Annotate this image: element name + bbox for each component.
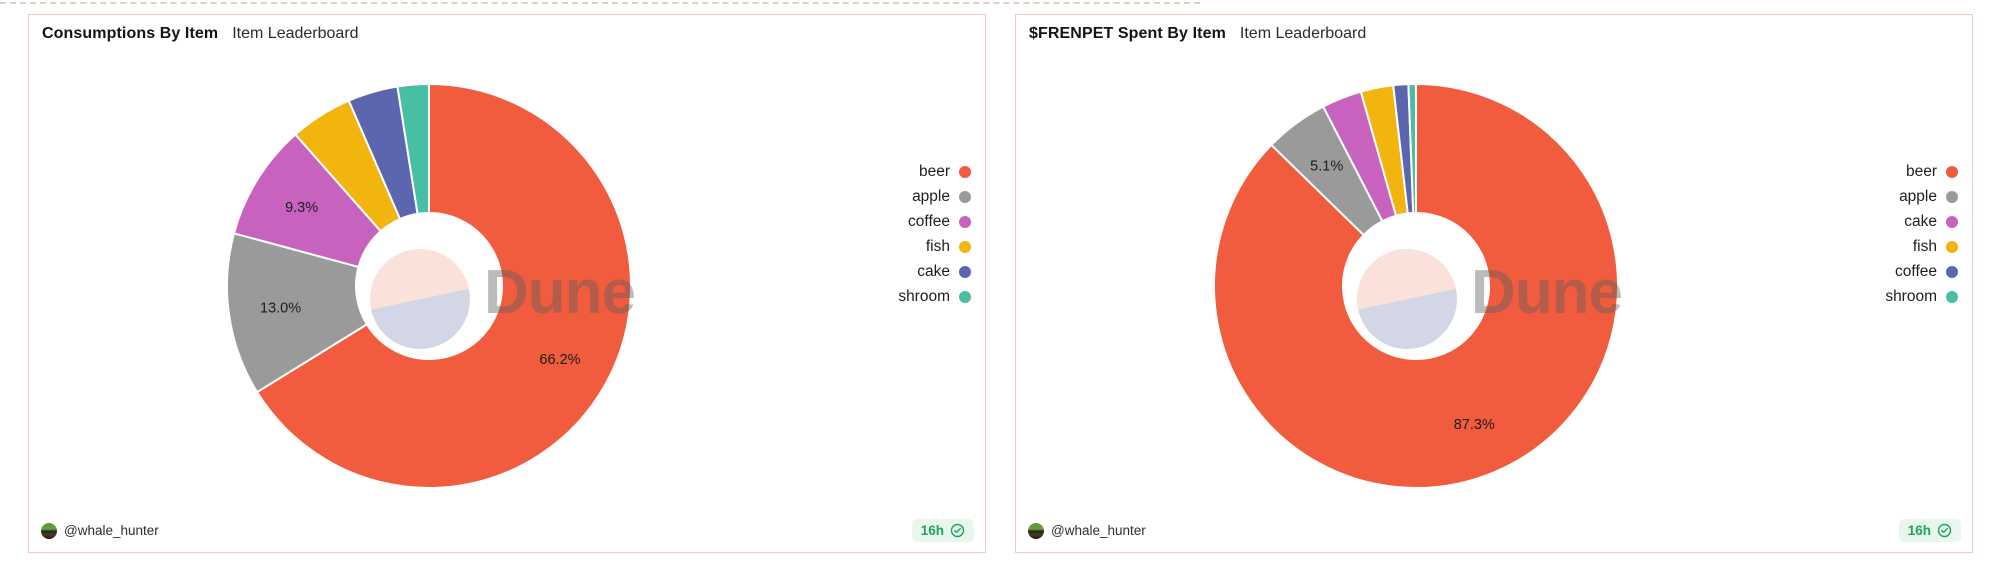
card-header: $FRENPET Spent By Item Item Leaderboard — [1029, 25, 1959, 43]
legend-item-coffee: coffee — [908, 213, 971, 231]
legend-dot-icon — [959, 241, 971, 253]
chart-subtitle: Item Leaderboard — [1239, 25, 1367, 42]
donut-chart-area: 66.2% 13.0% 9.3% Dune beer apple coffee fish c… — [29, 15, 987, 554]
author-handle: @whale_hunter — [64, 523, 159, 538]
verified-check-icon — [1937, 523, 1952, 538]
legend-dot-icon — [1946, 266, 1958, 278]
donut-slice-beer[interactable] — [1213, 82, 1619, 489]
chart-subtitle: Item Leaderboard — [232, 25, 359, 42]
legend-item-beer: beer — [919, 163, 971, 181]
legend-item-coffee: coffee — [1895, 263, 1958, 281]
chart-title: $FRENPET Spent By Item — [1029, 25, 1226, 42]
legend-dot-icon — [1946, 291, 1958, 303]
slice-percent-label: 13.0% — [260, 301, 301, 317]
card-footer: @whale_hunter 16h — [41, 519, 974, 542]
refresh-age-badge[interactable]: 16h — [911, 519, 974, 542]
legend-item-fish: fish — [1913, 238, 1958, 256]
chart-legend: beer apple coffee fish cake shroom — [898, 163, 971, 306]
donut-chart[interactable]: 66.2% 13.0% 9.3% — [224, 81, 634, 491]
donut-chart[interactable]: 87.3% 5.1% — [1211, 81, 1621, 491]
legend-item-cake: cake — [917, 263, 971, 281]
refresh-age-text: 16h — [920, 523, 944, 538]
legend-label: cake — [917, 263, 950, 280]
legend-dot-icon — [959, 166, 971, 178]
slice-percent-label: 9.3% — [285, 200, 318, 216]
card-footer: @whale_hunter 16h — [1028, 519, 1961, 542]
legend-dot-icon — [959, 191, 971, 203]
donut-chart-area: 87.3% 5.1% Dune beer apple cake fish coffee sh… — [1016, 15, 1974, 554]
author-avatar — [1028, 522, 1044, 539]
slice-percent-label: 87.3% — [1454, 417, 1495, 433]
donut-slice-beer[interactable] — [255, 82, 632, 489]
legend-item-beer: beer — [1906, 163, 1958, 181]
legend-dot-icon — [959, 266, 971, 278]
legend-item-shroom: shroom — [898, 288, 971, 306]
legend-label: beer — [918, 163, 950, 180]
author-avatar — [41, 522, 57, 539]
legend-label: apple — [912, 188, 950, 205]
dune-logo-icon — [1357, 249, 1457, 349]
author[interactable]: @whale_hunter — [1028, 522, 1146, 539]
chart-card-frenpet-spent: $FRENPET Spent By Item Item Leaderboard … — [1015, 14, 1973, 553]
legend-dot-icon — [1946, 191, 1958, 203]
legend-dot-icon — [1946, 216, 1958, 228]
legend-dot-icon — [959, 291, 971, 303]
donut-slice-shroom[interactable] — [396, 82, 430, 216]
author[interactable]: @whale_hunter — [41, 522, 159, 539]
legend-dot-icon — [959, 216, 971, 228]
slice-percent-label: 5.1% — [1310, 158, 1343, 174]
refresh-age-badge[interactable]: 16h — [1898, 519, 1961, 542]
legend-item-cake: cake — [1904, 213, 1958, 231]
legend-dot-icon — [1946, 166, 1958, 178]
legend-item-shroom: shroom — [1885, 288, 1958, 306]
legend-label: apple — [1899, 188, 1937, 205]
chart-legend: beer apple cake fish coffee shroom — [1885, 163, 1958, 306]
chart-card-consumptions: Consumptions By Item Item Leaderboard 66… — [28, 14, 986, 553]
legend-label: cake — [1904, 213, 1937, 230]
legend-label: fish — [925, 238, 950, 255]
top-dashed-line — [0, 2, 1200, 4]
donut-slice-shroom[interactable] — [1407, 82, 1417, 215]
legend-dot-icon — [1946, 241, 1958, 253]
author-handle: @whale_hunter — [1051, 523, 1146, 538]
legend-label: coffee — [1895, 263, 1937, 280]
legend-label: fish — [1912, 238, 1937, 255]
refresh-age-text: 16h — [1907, 523, 1931, 538]
card-header: Consumptions By Item Item Leaderboard — [42, 25, 972, 43]
legend-label: shroom — [898, 288, 950, 305]
legend-label: beer — [1905, 163, 1937, 180]
legend-item-apple: apple — [912, 188, 971, 206]
chart-title: Consumptions By Item — [42, 25, 219, 42]
donut-slice-apple[interactable] — [226, 232, 369, 394]
legend-item-fish: fish — [926, 238, 971, 256]
dune-logo-icon — [370, 249, 470, 349]
legend-item-apple: apple — [1899, 188, 1958, 206]
verified-check-icon — [950, 523, 965, 538]
slice-percent-label: 66.2% — [539, 352, 580, 368]
legend-label: shroom — [1885, 288, 1937, 305]
legend-label: coffee — [908, 213, 950, 230]
